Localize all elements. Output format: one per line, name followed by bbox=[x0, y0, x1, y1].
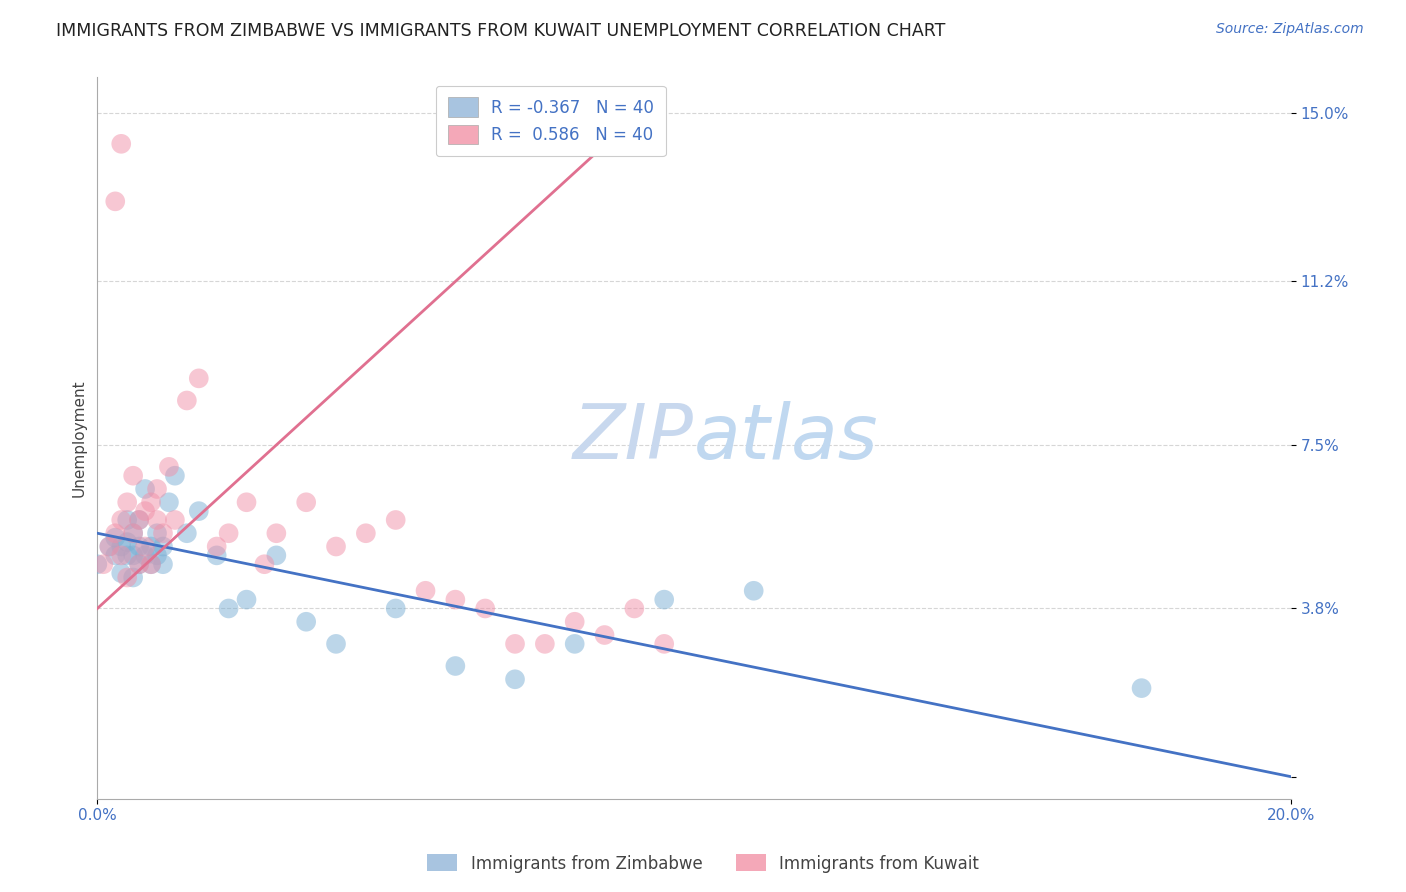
Point bbox=[115, 513, 138, 527]
Point bbox=[218, 601, 240, 615]
Point bbox=[593, 628, 616, 642]
Point bbox=[187, 371, 209, 385]
Point bbox=[354, 526, 377, 541]
Point bbox=[205, 549, 228, 563]
Point bbox=[444, 592, 467, 607]
Point bbox=[139, 558, 162, 572]
Y-axis label: Unemployment: Unemployment bbox=[72, 379, 86, 497]
Point bbox=[163, 513, 186, 527]
Point bbox=[157, 459, 180, 474]
Point bbox=[325, 540, 347, 554]
Point bbox=[122, 526, 145, 541]
Point bbox=[115, 570, 138, 584]
Point bbox=[110, 566, 132, 580]
Point bbox=[235, 592, 257, 607]
Point bbox=[115, 549, 138, 563]
Point bbox=[139, 540, 162, 554]
Point bbox=[122, 549, 145, 563]
Point bbox=[104, 531, 127, 545]
Point bbox=[384, 513, 406, 527]
Point bbox=[91, 558, 114, 572]
Point bbox=[98, 540, 121, 554]
Point bbox=[122, 468, 145, 483]
Point bbox=[444, 659, 467, 673]
Point bbox=[110, 540, 132, 554]
Point bbox=[146, 549, 169, 563]
Point bbox=[115, 535, 138, 549]
Point bbox=[564, 615, 586, 629]
Point bbox=[295, 615, 318, 629]
Point bbox=[742, 583, 765, 598]
Point bbox=[128, 558, 150, 572]
Point bbox=[253, 558, 276, 572]
Point bbox=[122, 570, 145, 584]
Point bbox=[325, 637, 347, 651]
Legend: R = -0.367   N = 40, R =  0.586   N = 40: R = -0.367 N = 40, R = 0.586 N = 40 bbox=[436, 86, 665, 156]
Point bbox=[176, 526, 198, 541]
Point bbox=[128, 558, 150, 572]
Point bbox=[86, 558, 108, 572]
Point bbox=[384, 601, 406, 615]
Point bbox=[1130, 681, 1153, 695]
Point bbox=[503, 673, 526, 687]
Point bbox=[157, 495, 180, 509]
Point bbox=[146, 482, 169, 496]
Point bbox=[98, 540, 121, 554]
Point bbox=[122, 526, 145, 541]
Point bbox=[134, 540, 156, 554]
Point bbox=[218, 526, 240, 541]
Point bbox=[128, 513, 150, 527]
Text: atlas: atlas bbox=[695, 401, 879, 475]
Point bbox=[266, 526, 288, 541]
Point bbox=[110, 549, 132, 563]
Point bbox=[474, 601, 496, 615]
Text: IMMIGRANTS FROM ZIMBABWE VS IMMIGRANTS FROM KUWAIT UNEMPLOYMENT CORRELATION CHAR: IMMIGRANTS FROM ZIMBABWE VS IMMIGRANTS F… bbox=[56, 22, 946, 40]
Point bbox=[104, 526, 127, 541]
Point bbox=[623, 601, 645, 615]
Point bbox=[134, 549, 156, 563]
Point bbox=[534, 637, 557, 651]
Point bbox=[503, 637, 526, 651]
Point bbox=[295, 495, 318, 509]
Point bbox=[146, 526, 169, 541]
Point bbox=[139, 558, 162, 572]
Point bbox=[110, 513, 132, 527]
Point bbox=[152, 540, 174, 554]
Text: Source: ZipAtlas.com: Source: ZipAtlas.com bbox=[1216, 22, 1364, 37]
Legend: Immigrants from Zimbabwe, Immigrants from Kuwait: Immigrants from Zimbabwe, Immigrants fro… bbox=[420, 847, 986, 880]
Point bbox=[110, 136, 132, 151]
Point bbox=[163, 468, 186, 483]
Point bbox=[176, 393, 198, 408]
Point bbox=[128, 540, 150, 554]
Point bbox=[104, 194, 127, 209]
Point bbox=[104, 549, 127, 563]
Point bbox=[146, 513, 169, 527]
Point bbox=[652, 637, 675, 651]
Point bbox=[205, 540, 228, 554]
Point bbox=[564, 637, 586, 651]
Point bbox=[128, 513, 150, 527]
Point bbox=[134, 504, 156, 518]
Point bbox=[139, 495, 162, 509]
Point bbox=[235, 495, 257, 509]
Point bbox=[652, 592, 675, 607]
Text: ZIP: ZIP bbox=[574, 401, 695, 475]
Point bbox=[152, 558, 174, 572]
Point bbox=[134, 482, 156, 496]
Point bbox=[415, 583, 437, 598]
Point bbox=[266, 549, 288, 563]
Point bbox=[115, 495, 138, 509]
Point bbox=[152, 526, 174, 541]
Point bbox=[187, 504, 209, 518]
